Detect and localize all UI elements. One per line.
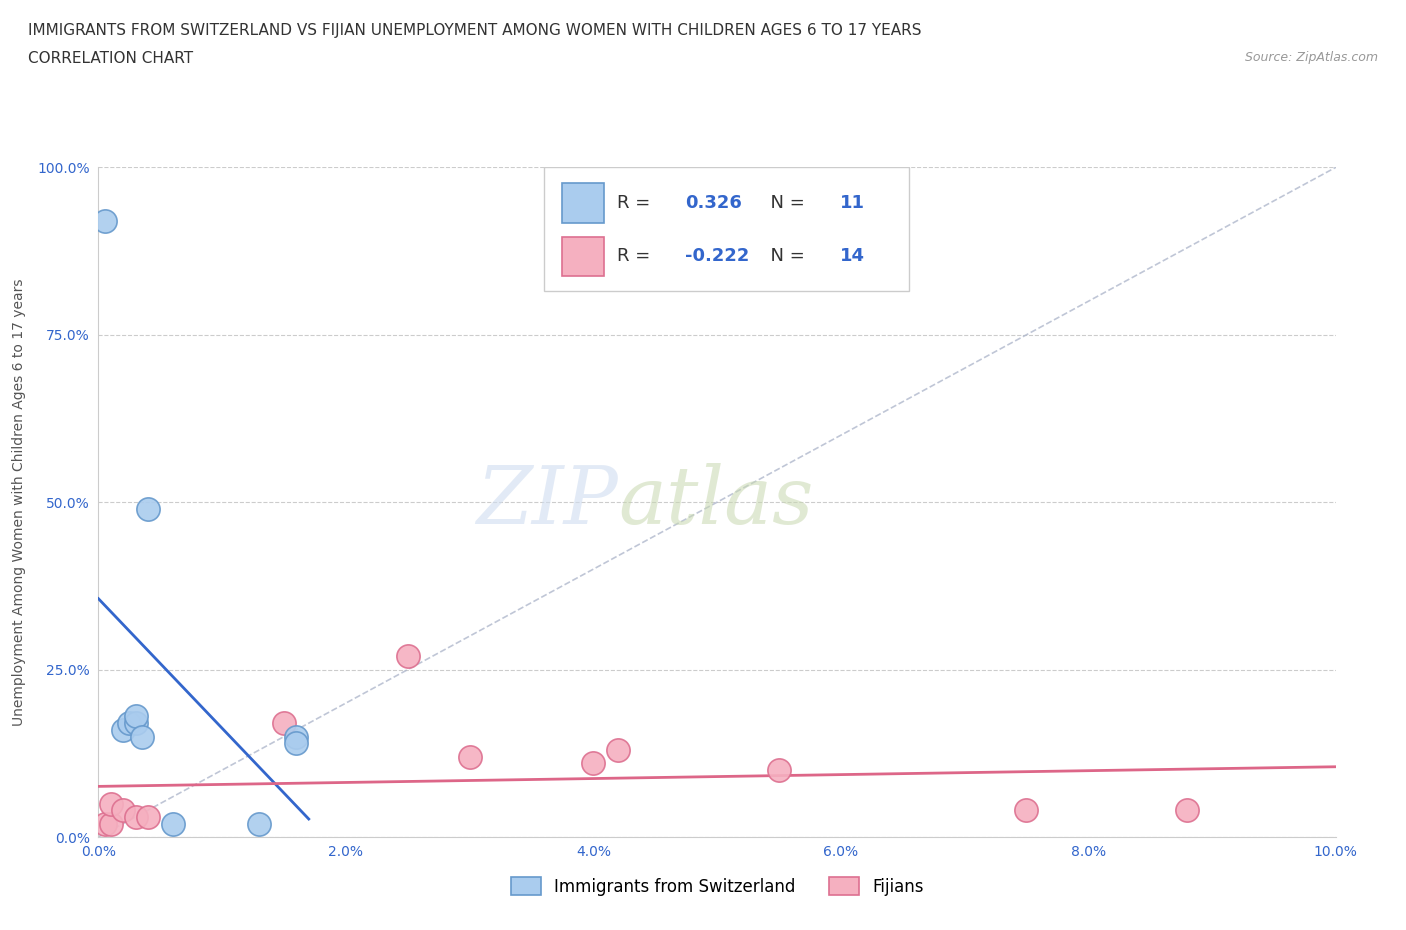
Point (112, 723, 135, 737)
Point (124, 809, 146, 824)
Text: N =: N = (759, 247, 811, 265)
Text: CORRELATION CHART: CORRELATION CHART (28, 51, 193, 66)
Point (100, 796, 122, 811)
Text: Source: ZipAtlas.com: Source: ZipAtlas.com (1244, 51, 1378, 64)
Text: 14: 14 (839, 247, 865, 265)
Point (285, 729, 308, 744)
Point (1015, 803, 1038, 817)
Point (607, 742, 630, 757)
Text: R =: R = (617, 247, 655, 265)
FancyBboxPatch shape (544, 167, 908, 291)
FancyBboxPatch shape (562, 237, 605, 276)
Y-axis label: Unemployment Among Women with Children Ages 6 to 17 years: Unemployment Among Women with Children A… (13, 278, 27, 726)
Text: -0.222: -0.222 (685, 247, 749, 265)
Text: R =: R = (617, 193, 655, 212)
Point (396, 649, 419, 664)
Point (124, 716, 146, 731)
Point (136, 809, 159, 824)
Text: 11: 11 (839, 193, 865, 212)
FancyBboxPatch shape (562, 183, 605, 222)
Point (582, 756, 605, 771)
Point (136, 501, 159, 516)
Point (100, 817, 122, 831)
Point (93, 214, 115, 229)
Legend: Immigrants from Switzerland, Fijians: Immigrants from Switzerland, Fijians (503, 870, 931, 902)
Text: ZIP: ZIP (477, 463, 619, 541)
Text: 0.326: 0.326 (685, 193, 742, 212)
Point (93, 817, 115, 831)
Text: N =: N = (759, 193, 811, 212)
Point (112, 803, 135, 817)
Point (273, 716, 295, 731)
Point (1175, 803, 1198, 817)
Point (118, 716, 141, 731)
Text: atlas: atlas (619, 463, 814, 541)
Point (458, 750, 481, 764)
Point (247, 817, 270, 831)
Point (131, 729, 153, 744)
Text: IMMIGRANTS FROM SWITZERLAND VS FIJIAN UNEMPLOYMENT AMONG WOMEN WITH CHILDREN AGE: IMMIGRANTS FROM SWITZERLAND VS FIJIAN UN… (28, 23, 921, 38)
Point (768, 763, 790, 777)
Point (124, 709, 146, 724)
Point (285, 736, 308, 751)
Point (162, 817, 184, 831)
